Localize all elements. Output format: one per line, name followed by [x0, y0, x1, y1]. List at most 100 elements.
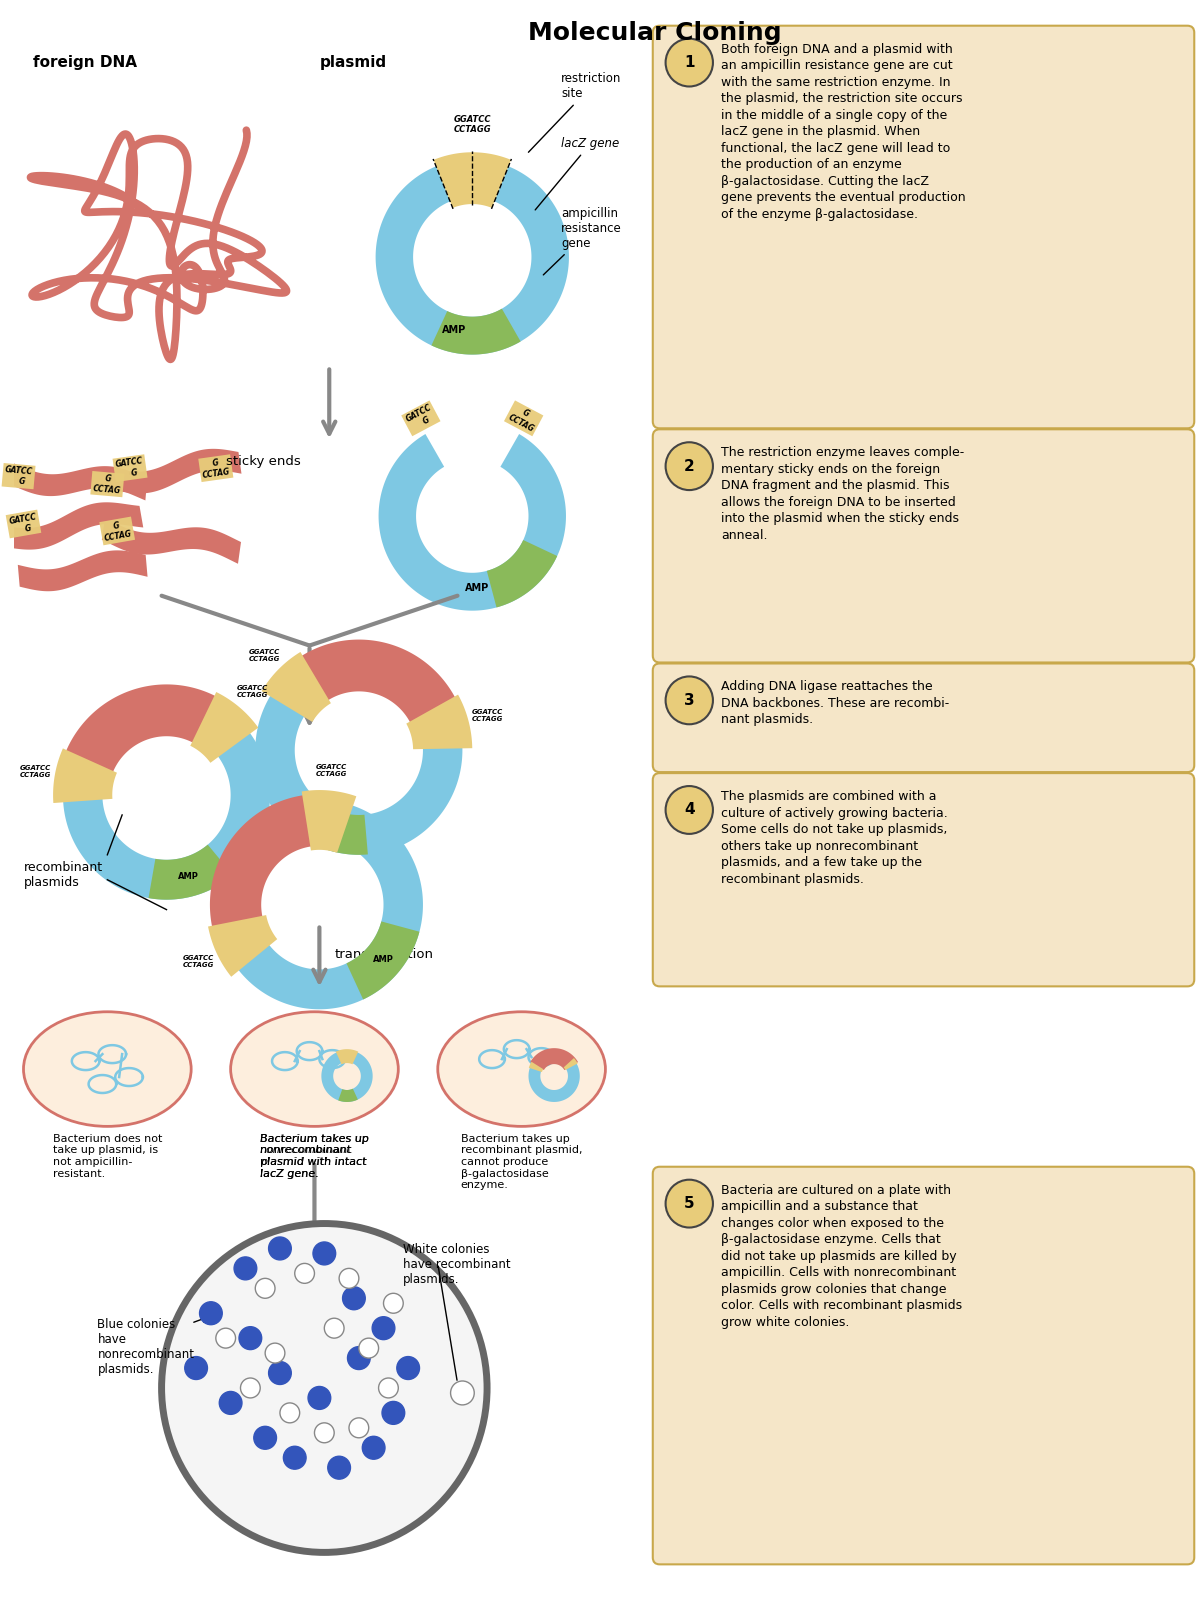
Text: Molecular Cloning: Molecular Cloning [528, 21, 781, 45]
Circle shape [384, 1294, 403, 1313]
FancyBboxPatch shape [653, 429, 1194, 663]
Polygon shape [378, 433, 566, 610]
FancyBboxPatch shape [653, 663, 1194, 772]
Text: G
CCTAG: G CCTAG [102, 518, 133, 542]
Circle shape [359, 1339, 378, 1358]
Circle shape [666, 39, 713, 87]
Circle shape [269, 1361, 292, 1385]
Polygon shape [210, 794, 329, 952]
Text: GATCC
   G: GATCC G [115, 456, 145, 480]
Circle shape [397, 1356, 420, 1379]
Text: White colonies
have recombinant
plasmids.: White colonies have recombinant plasmids… [403, 1244, 511, 1287]
Polygon shape [62, 714, 270, 900]
Polygon shape [102, 518, 241, 563]
Polygon shape [564, 1058, 577, 1071]
Circle shape [362, 1436, 385, 1459]
Text: Bacteria are cultured on a plate with
ampicillin and a substance that
changes co: Bacteria are cultured on a plate with am… [721, 1183, 962, 1329]
Circle shape [378, 1379, 398, 1398]
Circle shape [234, 1257, 257, 1279]
FancyBboxPatch shape [653, 774, 1194, 987]
Text: Bacterium takes up
nonrecombinant
plasmid with intact
lacZ gene.: Bacterium takes up nonrecombinant plasmi… [260, 1133, 368, 1178]
Circle shape [328, 1456, 350, 1480]
Circle shape [348, 1347, 370, 1369]
Text: AMP: AMP [466, 583, 490, 592]
Polygon shape [0, 502, 143, 549]
Text: ampicillin
resistance
gene: ampicillin resistance gene [544, 207, 622, 274]
Circle shape [452, 1384, 473, 1403]
Polygon shape [376, 159, 569, 355]
Circle shape [450, 1380, 474, 1404]
Circle shape [349, 1417, 368, 1438]
Polygon shape [487, 539, 557, 607]
Text: transformation: transformation [334, 949, 433, 961]
Polygon shape [59, 684, 236, 785]
Circle shape [666, 786, 713, 835]
Text: GGATCC
CCTAGG: GGATCC CCTAGG [236, 685, 268, 698]
Text: 2: 2 [684, 459, 695, 473]
Polygon shape [53, 748, 116, 802]
Text: lacZ gene: lacZ gene [535, 138, 619, 210]
Circle shape [313, 1242, 336, 1265]
Text: foreign DNA: foreign DNA [34, 55, 137, 71]
Circle shape [666, 443, 713, 490]
Text: plasmid: plasmid [319, 55, 386, 71]
Circle shape [280, 1403, 300, 1424]
Ellipse shape [24, 1011, 191, 1127]
Polygon shape [262, 652, 331, 722]
Text: G
CCTAG: G CCTAG [92, 473, 122, 494]
Text: The plasmids are combined with a
culture of actively growing bacteria.
Some cell: The plasmids are combined with a culture… [721, 790, 948, 886]
Circle shape [216, 1329, 235, 1348]
Polygon shape [112, 449, 241, 493]
Polygon shape [322, 1050, 373, 1103]
Circle shape [265, 1343, 284, 1363]
Text: Bacterium takes up
nonrecombinant
plasmid with intact
lacZ gene.: Bacterium takes up nonrecombinant plasmi… [260, 1133, 368, 1178]
Circle shape [269, 1237, 292, 1260]
Circle shape [308, 1387, 331, 1409]
Circle shape [162, 1223, 487, 1552]
Text: GGATCC
CCTAGG: GGATCC CCTAGG [454, 116, 491, 135]
Polygon shape [530, 1048, 578, 1071]
Circle shape [324, 1318, 344, 1339]
Text: Bacterium takes up
recombinant plasmid,
cannot produce
β-galactosidase
enzyme.: Bacterium takes up recombinant plasmid, … [461, 1133, 582, 1191]
Circle shape [239, 1327, 262, 1350]
Text: AMP: AMP [319, 825, 341, 835]
Text: recombinant
plasmids: recombinant plasmids [24, 860, 103, 889]
Text: 4: 4 [684, 802, 695, 817]
Polygon shape [8, 462, 148, 501]
Circle shape [382, 1401, 404, 1424]
Polygon shape [432, 308, 521, 355]
Text: Both foreign DNA and a plasmid with
an ampicillin resistance gene are cut
with t: Both foreign DNA and a plasmid with an a… [721, 43, 966, 220]
Text: GGATCC
CCTAGG: GGATCC CCTAGG [250, 648, 281, 661]
Text: GGATCC
CCTAGG: GGATCC CCTAGG [472, 709, 503, 722]
FancyBboxPatch shape [653, 26, 1194, 429]
Polygon shape [282, 639, 464, 735]
Text: G
CCTAG: G CCTAG [200, 456, 232, 480]
Circle shape [340, 1268, 359, 1289]
Circle shape [295, 1263, 314, 1284]
FancyBboxPatch shape [653, 1167, 1194, 1565]
Circle shape [666, 676, 713, 724]
Polygon shape [301, 790, 356, 852]
Text: sticky ends: sticky ends [226, 454, 300, 467]
Circle shape [199, 1302, 222, 1324]
Text: GATCC
   G: GATCC G [4, 465, 34, 486]
Text: GGATCC
CCTAGG: GGATCC CCTAGG [316, 764, 347, 777]
Text: GGATCC
CCTAGG: GGATCC CCTAGG [184, 955, 215, 968]
Circle shape [220, 1392, 242, 1414]
Polygon shape [336, 1050, 359, 1064]
Circle shape [314, 1424, 334, 1443]
Text: 5: 5 [684, 1196, 695, 1212]
Text: AMP: AMP [178, 873, 199, 881]
Text: Adding DNA ligase reattaches the
DNA backbones. These are recombi-
nant plasmids: Adding DNA ligase reattaches the DNA bac… [721, 681, 949, 727]
Polygon shape [347, 921, 420, 1000]
Text: Blue colonies
have
nonrecombinant
plasmids.: Blue colonies have nonrecombinant plasmi… [97, 1318, 194, 1375]
Text: AMP: AMP [373, 955, 394, 963]
Polygon shape [191, 692, 258, 762]
Text: restriction
site: restriction site [528, 72, 622, 152]
Text: 1: 1 [684, 55, 695, 71]
Circle shape [185, 1356, 208, 1379]
Text: Bacterium does not
take up plasmid, is
not ampicillin-
resistant.: Bacterium does not take up plasmid, is n… [53, 1133, 162, 1178]
Polygon shape [528, 1050, 580, 1103]
Polygon shape [18, 551, 148, 591]
Polygon shape [338, 1088, 358, 1103]
